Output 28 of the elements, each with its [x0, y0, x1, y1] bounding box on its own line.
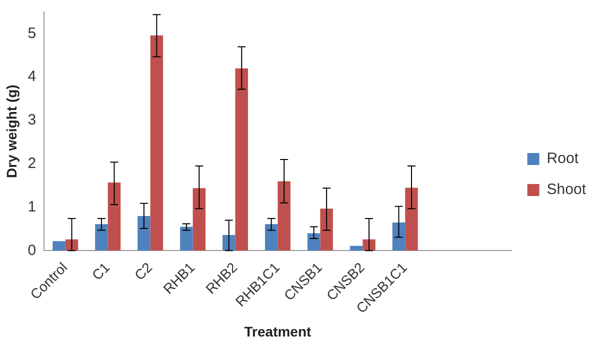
bar [392, 222, 406, 251]
bar [222, 235, 236, 251]
bar [138, 216, 150, 251]
bar [307, 233, 320, 251]
bar [350, 246, 363, 251]
bar [264, 224, 278, 251]
y-tick-label: 1 [28, 198, 36, 216]
legend-label: Root [546, 150, 580, 168]
bar [320, 208, 333, 251]
x-tick-label: C1 [88, 258, 113, 284]
bar [95, 224, 108, 251]
bar [235, 68, 248, 251]
x-axis-title: Treatment [244, 323, 312, 340]
bar [278, 181, 290, 251]
bar [180, 226, 193, 251]
y-tick-label: 3 [28, 112, 36, 129]
bar [192, 188, 206, 251]
bar [52, 241, 66, 251]
bar [150, 35, 164, 251]
y-tick-label: 4 [28, 68, 36, 86]
bar [405, 188, 418, 251]
y-tick-label: 0 [28, 242, 36, 259]
legend-label: Shoot [546, 181, 587, 198]
y-axis-title: Dry weight (g) [3, 84, 20, 178]
x-tick-label: C2 [131, 258, 156, 284]
bar [108, 182, 121, 251]
y-tick-label: 5 [28, 24, 36, 42]
y-tick-label: 2 [28, 155, 36, 172]
